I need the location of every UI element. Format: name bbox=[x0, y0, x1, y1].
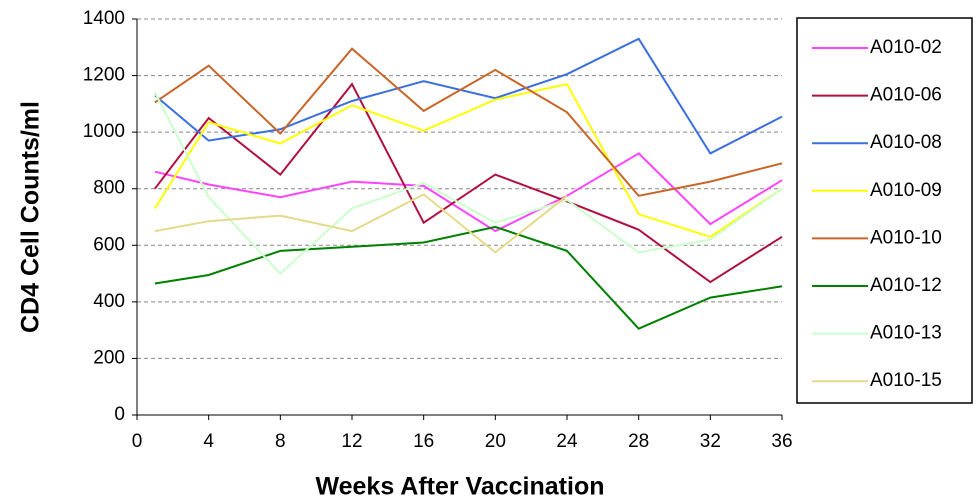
y-tick-label: 1000 bbox=[83, 121, 125, 142]
legend-box bbox=[796, 17, 973, 404]
series-line bbox=[154, 193, 568, 254]
x-tick-label: 32 bbox=[700, 431, 721, 452]
series-line bbox=[154, 82, 783, 238]
y-axis-title: CD4 Cell Counts/ml bbox=[17, 101, 45, 333]
legend-label: A010-02 bbox=[870, 37, 942, 58]
x-tick-label: 8 bbox=[275, 431, 286, 452]
legend-label: A010-12 bbox=[870, 275, 942, 296]
y-tick-label: 1400 bbox=[83, 8, 125, 29]
series-line bbox=[154, 92, 783, 276]
x-tick-label: 0 bbox=[132, 431, 143, 452]
x-tick-label: 24 bbox=[556, 431, 578, 452]
series-line bbox=[154, 82, 783, 284]
y-tick-label: 600 bbox=[93, 234, 125, 255]
x-tick-label: 4 bbox=[203, 431, 214, 452]
x-tick-label: 16 bbox=[413, 431, 434, 452]
x-tick-label: 36 bbox=[771, 431, 792, 452]
legend-label: A010-08 bbox=[870, 132, 942, 153]
legend-label: A010-15 bbox=[870, 370, 942, 391]
x-tick-label: 20 bbox=[485, 431, 506, 452]
y-tick-label: 800 bbox=[93, 178, 125, 199]
y-tick-label: 200 bbox=[93, 347, 125, 368]
series-line bbox=[154, 225, 783, 330]
y-tick-label: 0 bbox=[114, 404, 125, 425]
y-tick-label: 1200 bbox=[83, 65, 125, 86]
legend-label: A010-10 bbox=[870, 227, 942, 248]
x-tick-label: 28 bbox=[628, 431, 649, 452]
x-tick-label: 12 bbox=[341, 431, 362, 452]
y-tick-label: 400 bbox=[93, 291, 125, 312]
series-line bbox=[154, 37, 783, 155]
legend-label: A010-06 bbox=[870, 85, 942, 106]
legend-label: A010-13 bbox=[870, 323, 942, 344]
legend-label: A010-09 bbox=[870, 180, 942, 201]
x-axis-title: Weeks After Vaccination bbox=[315, 473, 604, 501]
series-line bbox=[154, 47, 783, 197]
